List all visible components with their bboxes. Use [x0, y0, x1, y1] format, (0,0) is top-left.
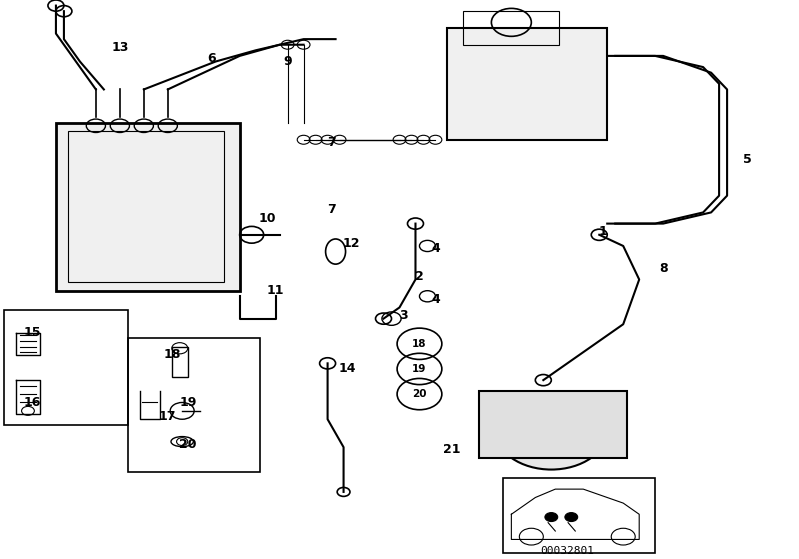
Circle shape [545, 513, 558, 522]
Text: 19: 19 [179, 396, 197, 409]
Text: 7: 7 [328, 203, 336, 216]
Text: 4: 4 [431, 242, 439, 255]
Circle shape [495, 391, 607, 470]
Text: 15: 15 [23, 326, 41, 339]
Text: 9: 9 [284, 55, 292, 68]
Text: 19: 19 [412, 364, 427, 374]
Text: 18: 18 [163, 348, 181, 362]
Text: 20: 20 [179, 438, 197, 451]
Text: 14: 14 [339, 362, 356, 376]
Bar [56, 123, 240, 291]
Bar [447, 28, 607, 140]
Text: 00032801: 00032801 [540, 546, 594, 556]
Bar [68, 131, 224, 282]
Text: 16: 16 [23, 396, 41, 409]
Text: 10: 10 [259, 211, 276, 225]
Text: 4: 4 [431, 292, 439, 306]
Text: 20: 20 [412, 389, 427, 399]
Text: 12: 12 [343, 236, 360, 250]
Text: 11: 11 [267, 284, 284, 297]
Text: 3: 3 [400, 309, 407, 323]
Text: 18: 18 [412, 339, 427, 349]
Bar [479, 391, 627, 458]
Text: 1: 1 [599, 225, 607, 239]
Text: 6: 6 [208, 52, 216, 65]
Text: 2: 2 [415, 270, 423, 283]
Text: 5: 5 [743, 153, 751, 166]
Bar [4, 310, 128, 425]
Bar [172, 347, 188, 377]
Text: 17: 17 [159, 410, 177, 423]
Bar [128, 338, 260, 472]
Text: 8: 8 [659, 262, 667, 275]
Bar [503, 478, 655, 553]
Text: 21: 21 [443, 443, 460, 457]
Bar [463, 11, 559, 45]
Circle shape [565, 513, 578, 522]
Text: 7: 7 [328, 136, 336, 149]
Text: 13: 13 [111, 41, 129, 54]
